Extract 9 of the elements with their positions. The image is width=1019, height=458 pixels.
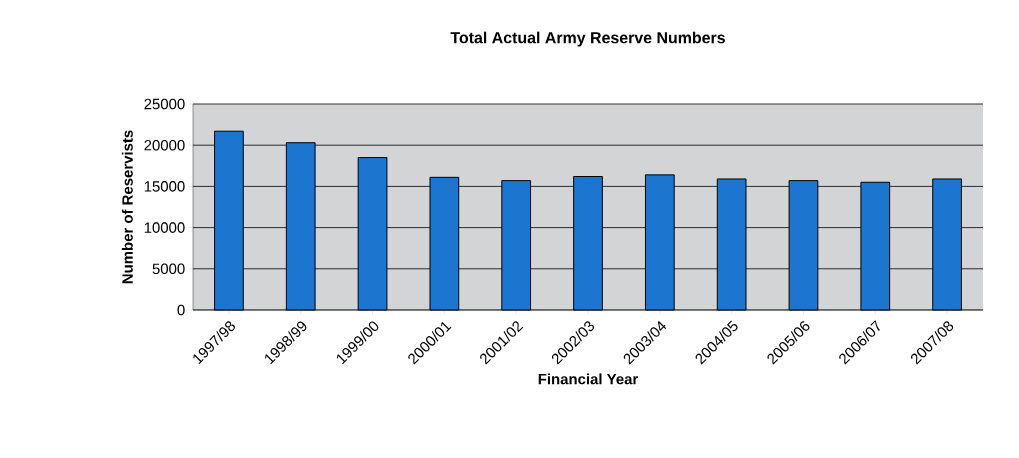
y-tick-label: 5000 xyxy=(152,263,185,275)
y-tick-label: 20000 xyxy=(144,139,185,151)
y-tick-label: 10000 xyxy=(144,222,185,233)
chart-title: Total Actual Army Reserve Numbers xyxy=(450,31,725,47)
y-axis-title: Number of Reservists xyxy=(121,130,133,284)
y-tick-label: 15000 xyxy=(144,181,185,192)
y-tick-label: 25000 xyxy=(144,98,185,110)
y-tick-label: 0 xyxy=(177,304,185,316)
x-axis-title: Financial Year xyxy=(538,373,639,385)
